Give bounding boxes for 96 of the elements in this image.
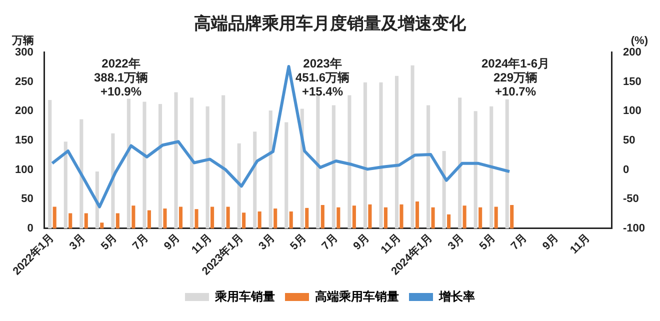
x-tick-label: 9月	[540, 232, 562, 253]
bar	[426, 105, 430, 228]
x-tick-label: 5月	[98, 232, 120, 253]
bar	[132, 206, 136, 228]
bar	[126, 98, 130, 228]
bar	[379, 82, 383, 228]
bar	[284, 122, 288, 228]
y2-tick-label: 200	[622, 46, 642, 58]
bar	[158, 104, 162, 228]
bar	[68, 213, 72, 228]
bar	[289, 211, 293, 228]
bar	[237, 143, 241, 228]
bar	[274, 208, 278, 228]
annotation: 2024年1-6月 229万辆 +10.7%	[481, 56, 550, 99]
legend-label: 高端乘用车销量	[315, 289, 399, 304]
bar	[142, 102, 146, 228]
bar	[206, 106, 210, 228]
bar	[384, 207, 388, 228]
x-tick-label: 9月	[162, 232, 183, 253]
y-tick-label: 250	[14, 76, 34, 88]
bar	[242, 212, 246, 228]
bar	[348, 95, 352, 228]
bar	[48, 100, 52, 228]
x-tick-label: 9月	[351, 232, 372, 253]
bar	[494, 206, 498, 228]
bar	[394, 76, 399, 228]
bar	[505, 99, 509, 228]
bar	[510, 205, 514, 228]
annotation: 2023年 451.6万辆 +15.4%	[295, 56, 350, 99]
bar	[80, 119, 84, 228]
bar	[190, 98, 194, 228]
x-tick-label: 3月	[446, 232, 466, 253]
bar	[336, 207, 340, 228]
y-tick-label: 150	[14, 134, 34, 146]
bar	[253, 132, 257, 228]
y-tick-label: 50	[21, 193, 34, 206]
bar	[490, 106, 494, 228]
bar	[174, 92, 178, 228]
x-tick-label: 11月	[568, 232, 593, 256]
bar	[52, 206, 56, 228]
x-tick-label: 3月	[256, 232, 278, 253]
x-tick-label: 3月	[67, 232, 88, 253]
y-tick-label: 100	[14, 164, 34, 176]
bar	[447, 214, 451, 228]
bar	[64, 142, 68, 228]
bar	[431, 207, 435, 228]
bar	[478, 207, 482, 228]
bar	[442, 151, 446, 228]
bar	[100, 222, 104, 228]
chart-title: 高端品牌乘用车月度销量及增速变化	[194, 14, 467, 33]
x-tick-label: 5月	[477, 232, 498, 253]
x-tick-label: 7月	[130, 232, 152, 253]
legend-label: 增长率	[438, 289, 475, 304]
bar	[178, 206, 183, 228]
bar	[332, 105, 336, 228]
bar	[462, 206, 466, 228]
x-tick-label: 11月	[190, 232, 214, 256]
bar	[84, 213, 88, 228]
y2-tick-label: -50	[622, 193, 639, 206]
annotation: 2022年 388.1万辆 +10.9%	[94, 56, 148, 99]
bar	[194, 209, 198, 228]
x-tick-label: 5月	[288, 232, 309, 253]
bar	[400, 204, 404, 228]
bar	[415, 201, 420, 228]
y2-tick-label: 150	[622, 76, 642, 88]
bar	[116, 213, 120, 228]
y2-tick-label: 100	[622, 105, 642, 118]
legend-label: 乘用车销量	[214, 289, 275, 304]
y-axis-title: 万辆	[11, 34, 34, 47]
bar	[316, 95, 320, 228]
bar	[363, 82, 367, 228]
bar	[458, 98, 462, 228]
bar	[305, 208, 309, 228]
x-tick-label: 7月	[320, 232, 340, 253]
y2-tick-label: 50	[622, 134, 636, 146]
bar	[222, 95, 226, 228]
bar	[163, 208, 167, 228]
y2-tick-label: 0	[622, 164, 630, 176]
bar	[147, 210, 151, 228]
y-tick-label: 200	[14, 105, 34, 118]
bar	[210, 206, 214, 228]
bar	[410, 65, 414, 228]
bar	[226, 206, 230, 228]
y-tick-label: 0	[27, 222, 34, 235]
bar	[320, 205, 324, 228]
y2-tick-label: -100	[622, 222, 646, 235]
x-tick-label: 7月	[508, 232, 530, 253]
bar	[258, 211, 262, 228]
bar	[352, 206, 356, 228]
y-tick-label: 300	[14, 46, 34, 58]
y2-axis-title: (%)	[630, 34, 648, 47]
bar	[111, 133, 115, 228]
bar	[474, 111, 478, 228]
bar	[268, 110, 272, 228]
bar	[368, 204, 372, 228]
x-tick-label: 11月	[378, 232, 404, 256]
